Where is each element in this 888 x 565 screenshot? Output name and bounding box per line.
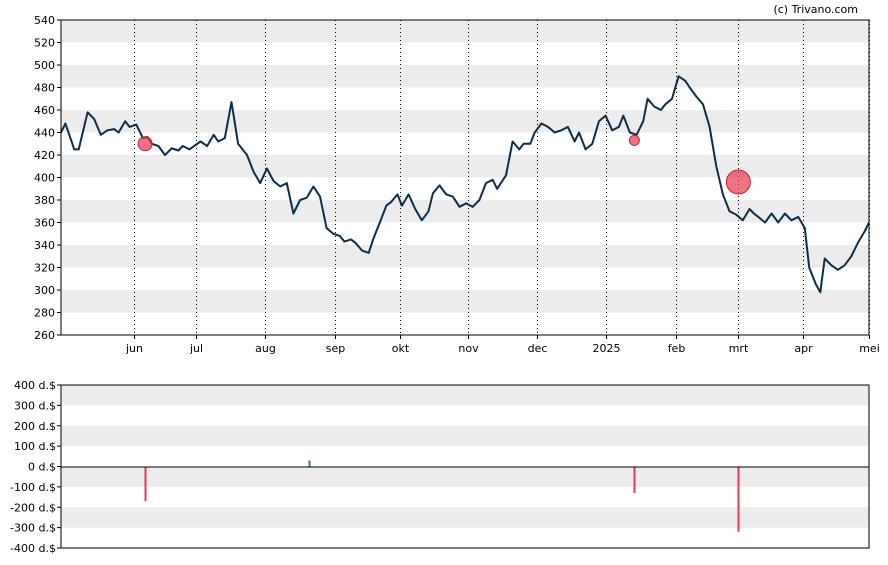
volume-y-tick-label: 400 d.$	[14, 379, 56, 392]
price-x-tick-label: feb	[668, 342, 686, 355]
volume-background-bands	[61, 385, 869, 528]
price-y-tick-label: 300	[34, 284, 55, 297]
credit-text: (c) Trivano.com	[773, 3, 858, 16]
price-x-tick-label: mrt	[729, 342, 749, 355]
transaction-volume-bars	[144, 460, 740, 532]
volume-plot-frame	[60, 384, 870, 549]
price-x-tick-label: sep	[326, 342, 345, 355]
price-y-tick-label: 280	[34, 307, 55, 320]
price-x-tick-label: dec	[528, 342, 548, 355]
price-band	[61, 155, 869, 178]
volume-y-tick-label: -100 d.$	[10, 481, 56, 494]
price-y-tick-label: 440	[34, 127, 55, 140]
price-band	[61, 20, 869, 43]
price-month-gridlines	[134, 20, 870, 335]
price-y-tick-label: 460	[34, 104, 55, 117]
price-band	[61, 245, 869, 268]
volume-band	[61, 385, 869, 406]
price-y-tick-label: 420	[34, 149, 55, 162]
volume-y-axis-ticks: 400 d.$ 300 d.$ 200 d.$ 100 d.$ 0 d.$ -100 d.…	[10, 379, 61, 555]
price-y-tick-label: 500	[34, 59, 55, 72]
price-y-tick-label: 540	[34, 14, 55, 27]
price-x-tick-label: mei	[859, 342, 880, 355]
price-background-bands	[61, 20, 869, 313]
price-x-tick-label: apr	[794, 342, 813, 355]
volume-y-tick-label: 100 d.$	[14, 440, 56, 453]
volume-y-tick-label: 200 d.$	[14, 420, 56, 433]
volume-y-tick-label: 300 d.$	[14, 399, 56, 412]
price-y-tick-label: 360	[34, 217, 55, 230]
price-y-axis-ticks: 260 280 300 320 340 360 380 400 420 440 460 480 500 5…	[34, 14, 61, 342]
price-x-tick-label: aug	[255, 342, 276, 355]
price-x-tick-label: jul	[189, 342, 203, 355]
volume-band	[61, 425, 869, 447]
volume-y-tick-label: -200 d.$	[10, 501, 56, 514]
volume-band	[61, 507, 869, 528]
price-band	[61, 65, 869, 88]
price-y-tick-label: 260	[34, 329, 55, 342]
transaction-markers	[137, 134, 751, 195]
price-band	[61, 110, 869, 133]
price-series	[60, 75, 870, 294]
price-y-tick-label: 380	[34, 194, 55, 207]
price-line	[60, 75, 870, 294]
price-x-tick-label: jun	[125, 342, 143, 355]
volume-band	[61, 466, 869, 487]
price-x-tick-label: 2025	[593, 342, 621, 355]
volume-y-tick-label: 0 d.$	[28, 461, 56, 474]
volume-y-tick-label: -300 d.$	[10, 522, 56, 535]
price-x-tick-label: nov	[458, 342, 479, 355]
transaction-marker	[725, 169, 751, 195]
price-y-tick-label: 400	[34, 172, 55, 185]
price-x-tick-label: okt	[392, 342, 410, 355]
transaction-marker	[628, 134, 640, 146]
price-y-tick-label: 480	[34, 82, 55, 95]
price-y-tick-label: 340	[34, 239, 55, 252]
price-band	[61, 200, 869, 223]
price-plot-frame	[60, 19, 870, 336]
price-band	[61, 290, 869, 313]
transaction-marker	[137, 136, 153, 152]
volume-y-tick-label: -400 d.$	[10, 542, 56, 555]
price-y-tick-label: 320	[34, 262, 55, 275]
price-x-axis-ticks: jun jul aug sep okt nov dec 2025 feb mrt apr mei	[125, 335, 880, 355]
price-y-tick-label: 520	[34, 37, 55, 50]
